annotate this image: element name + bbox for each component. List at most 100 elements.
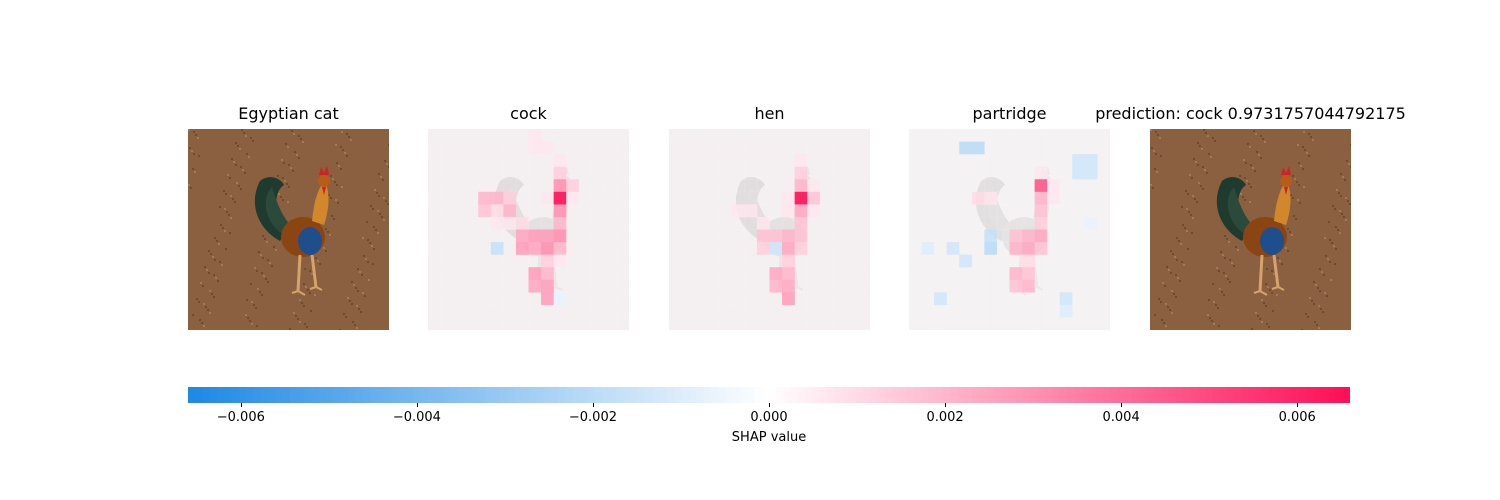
heatmap-cell — [515, 204, 529, 218]
heatmap-cell — [541, 242, 554, 255]
colorbar-segment — [311, 387, 320, 403]
heatmap-cell — [832, 292, 846, 306]
heatmap-cell — [578, 229, 592, 243]
heatmap-cell — [553, 267, 567, 281]
colorbar-segment — [783, 387, 792, 403]
heatmap-cell — [528, 166, 542, 180]
heatmap-cell — [769, 229, 783, 243]
colorbar-tick-mark — [945, 403, 947, 407]
heatmap-cell — [706, 204, 720, 218]
heatmap-cell — [819, 154, 833, 167]
heatmap-cell — [440, 154, 454, 167]
heatmap-cell — [857, 216, 870, 230]
heatmap-cell — [694, 242, 707, 255]
heatmap-cell — [1084, 191, 1098, 205]
heatmap-cell — [478, 179, 492, 193]
colorbar-segment — [798, 387, 806, 403]
heatmap-cell — [844, 191, 858, 205]
heatmap-cell — [959, 267, 973, 281]
heatmap-cell — [832, 129, 846, 142]
heatmap-cell — [694, 179, 707, 193]
heatmap-cell — [984, 317, 998, 330]
heatmap-cell — [719, 204, 733, 218]
heatmap-cell — [744, 254, 758, 268]
rooster-photo — [188, 129, 389, 330]
heatmap-cell — [719, 216, 733, 230]
heatmap-cell — [616, 216, 629, 230]
heatmap-cell — [756, 216, 770, 230]
heatmap-cell — [603, 242, 617, 255]
colorbar-segment — [703, 387, 712, 403]
colorbar-segment — [420, 387, 429, 403]
heatmap-cell — [591, 292, 605, 306]
colorbar-tick-label: 0.006 — [1278, 410, 1316, 425]
heatmap-cell — [844, 242, 858, 255]
heatmap-cell — [490, 141, 504, 155]
heatmap-cell — [528, 154, 542, 167]
colorbar-segment — [340, 387, 349, 403]
heatmap-cell — [769, 304, 783, 318]
heatmap-cell — [706, 141, 720, 155]
colorbar-segment — [1212, 387, 1220, 403]
heatmap-cell — [921, 292, 935, 306]
heatmap-cell — [971, 279, 985, 293]
heatmap-cell — [591, 304, 605, 318]
colorbar-segment — [536, 387, 545, 403]
heatmap-cell — [984, 129, 998, 142]
colorbar-segment — [275, 387, 283, 403]
heatmap-cell — [616, 179, 629, 193]
heatmap-cell — [1047, 229, 1061, 243]
colorbar-segment — [217, 387, 225, 403]
heatmap-cell — [1072, 216, 1086, 230]
colorbar-segment — [957, 387, 966, 403]
colorbar-segment — [761, 387, 770, 403]
heatmap-cell — [782, 304, 795, 318]
heatmap-cell — [946, 292, 960, 306]
heatmap-cell — [1072, 166, 1086, 180]
heatmap-cell — [478, 292, 492, 306]
heatmap-cell — [428, 229, 441, 243]
colorbar-segment — [369, 387, 378, 403]
heatmap-cell — [591, 254, 605, 268]
heatmap-cell — [578, 279, 592, 293]
heatmap-cell — [756, 242, 770, 255]
colorbar-tick-label: −0.004 — [392, 410, 441, 425]
heatmap-cell — [794, 229, 808, 243]
heatmap-cell — [719, 129, 733, 142]
colorbar-segment — [877, 387, 886, 403]
heatmap-cell — [1097, 154, 1110, 167]
heatmap-cell — [490, 216, 504, 230]
heatmap-cell — [616, 279, 629, 293]
heatmap-cell — [528, 179, 542, 193]
heatmap-cell — [503, 317, 517, 330]
heatmap-cell — [681, 154, 695, 167]
heatmap-cell — [946, 154, 960, 167]
heatmap-cell — [591, 191, 605, 205]
heatmap-cell — [1084, 154, 1098, 167]
heatmap-cell — [553, 254, 567, 268]
heatmap-cell — [1084, 317, 1098, 330]
heatmap-cell — [832, 254, 846, 268]
colorbar-segment — [732, 387, 741, 403]
heatmap-cell — [681, 216, 695, 230]
heatmap-cell — [669, 166, 682, 180]
colorbar-segment — [790, 387, 799, 403]
heatmap-cell — [1059, 304, 1073, 318]
colorbar-segment — [434, 387, 443, 403]
heatmap-cell — [959, 242, 973, 255]
heatmap-cell — [503, 254, 517, 268]
colorbar-segment — [1015, 387, 1024, 403]
heatmap-cell — [503, 154, 517, 167]
heatmap-cell — [909, 216, 922, 230]
colorbar-segment — [885, 387, 893, 403]
heatmap-cell — [782, 191, 795, 205]
heatmap-cell — [616, 229, 629, 243]
heatmap-cell — [1009, 204, 1023, 218]
heatmap-cell — [566, 154, 580, 167]
heatmap-cell — [681, 292, 695, 306]
heatmap-cell — [844, 154, 858, 167]
heatmap-cell — [984, 267, 998, 281]
heatmap-cell — [478, 191, 492, 205]
heatmap-cell — [946, 254, 960, 268]
heatmap-cell — [744, 216, 758, 230]
